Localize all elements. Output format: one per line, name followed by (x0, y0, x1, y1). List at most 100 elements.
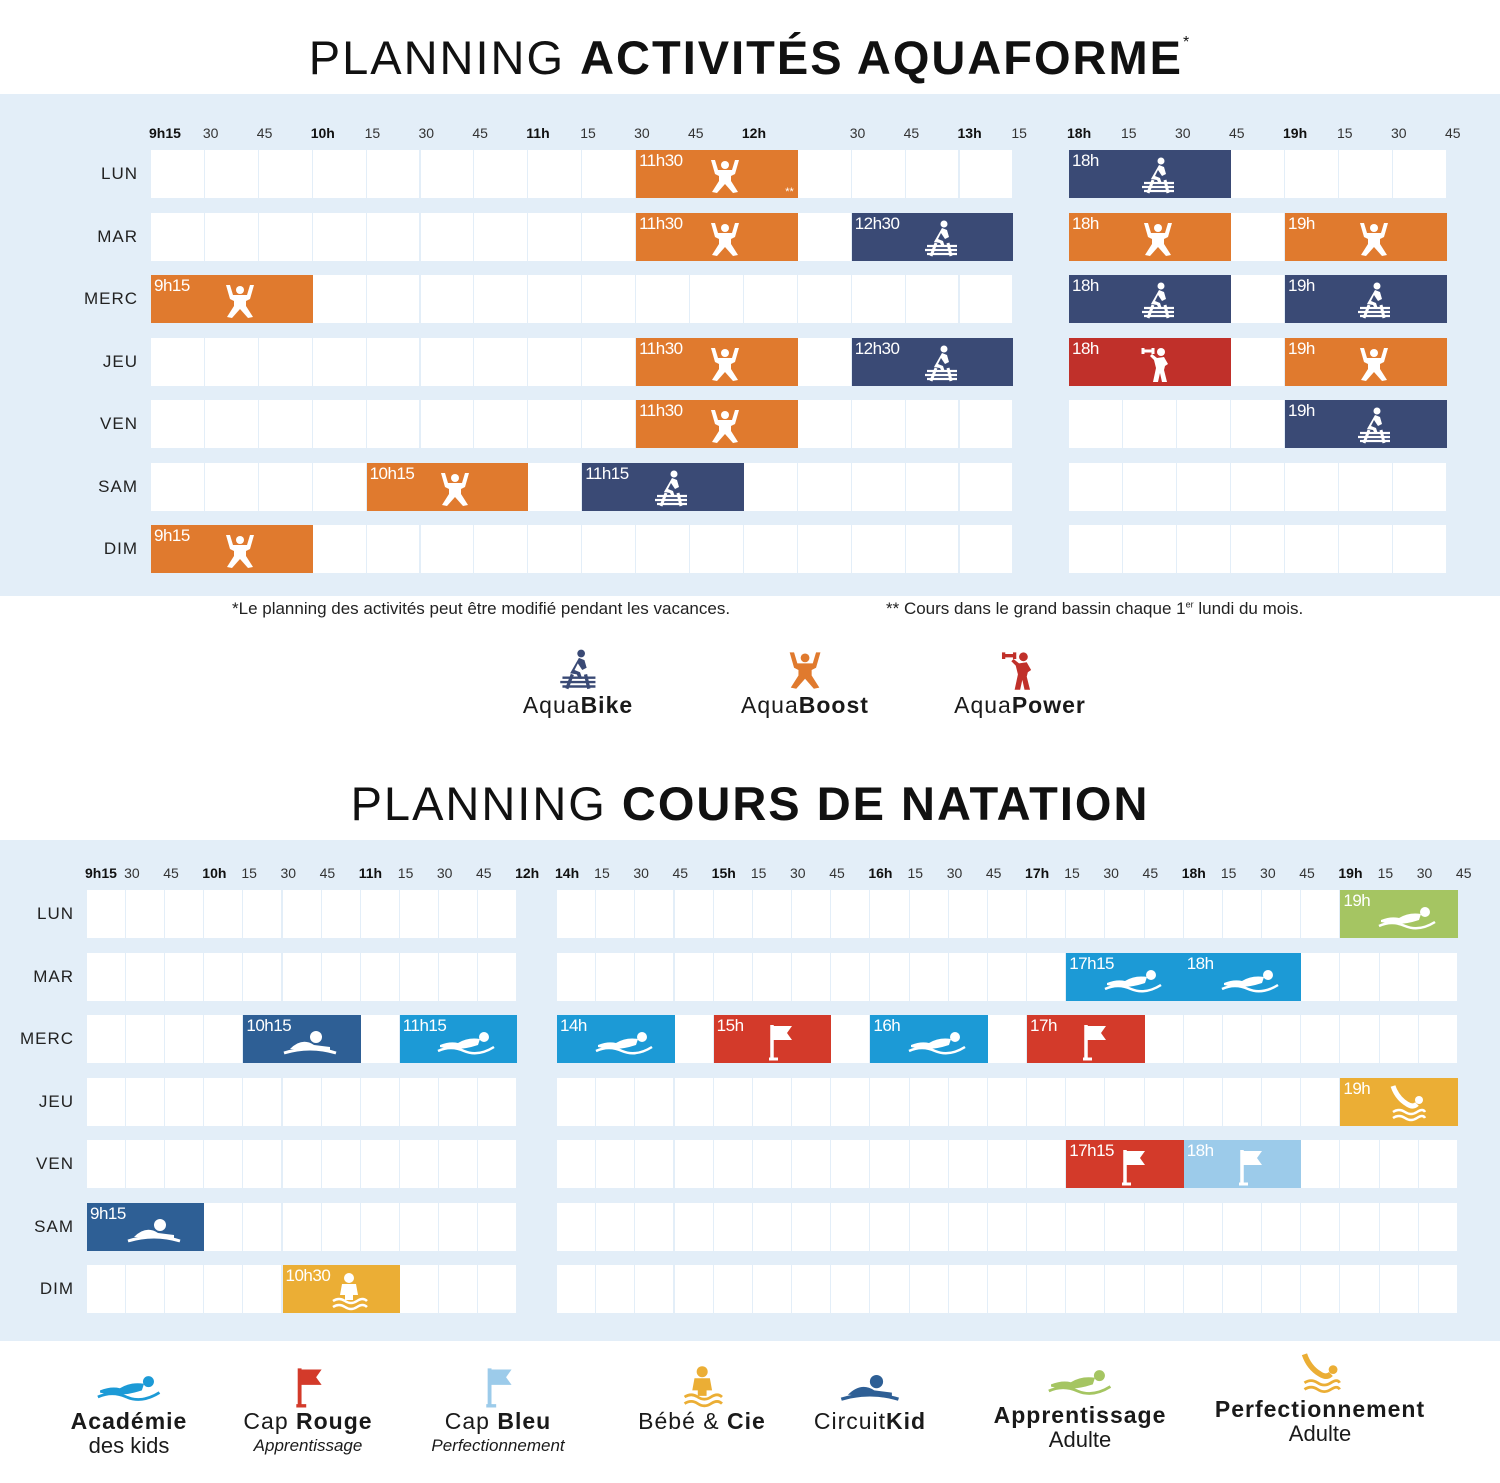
schedule-slot[interactable] (366, 150, 421, 198)
schedule-slot[interactable] (987, 952, 1028, 1001)
schedule-slot[interactable] (528, 275, 583, 323)
schedule-slot[interactable] (126, 890, 166, 938)
schedule-slot[interactable] (674, 1140, 714, 1188)
schedule-slot[interactable] (635, 1265, 675, 1313)
schedule-slot[interactable] (557, 890, 597, 938)
schedule-slot[interactable] (1231, 462, 1285, 511)
schedule-slot[interactable] (596, 890, 636, 938)
schedule-slot[interactable] (851, 275, 906, 323)
schedule-slot[interactable] (321, 1077, 361, 1126)
schedule-slot[interactable] (366, 400, 421, 448)
schedule-slot[interactable] (1301, 1077, 1341, 1126)
schedule-slot[interactable] (1285, 462, 1339, 511)
schedule-slot[interactable] (1027, 1265, 1067, 1313)
schedule-slot[interactable] (635, 952, 675, 1001)
schedule-slot[interactable] (321, 952, 361, 1001)
schedule-slot[interactable] (360, 1140, 400, 1188)
schedule-slot[interactable] (1340, 1202, 1380, 1251)
schedule-slot[interactable] (1105, 1202, 1145, 1251)
schedule-slot[interactable] (797, 400, 852, 448)
schedule-slot[interactable] (321, 1202, 361, 1251)
schedule-slot[interactable] (743, 462, 798, 511)
schedule-slot[interactable] (1105, 1265, 1145, 1313)
schedule-slot[interactable] (596, 952, 636, 1001)
schedule-slot[interactable] (438, 890, 478, 938)
schedule-slot[interactable] (420, 525, 475, 573)
schedule-slot[interactable] (438, 1265, 478, 1313)
schedule-slot[interactable] (1418, 952, 1458, 1001)
schedule-slot[interactable] (312, 275, 367, 323)
schedule-slot[interactable] (165, 1140, 205, 1188)
schedule-slot[interactable] (438, 1140, 478, 1188)
schedule-slot[interactable] (1069, 462, 1123, 511)
schedule-slot[interactable] (312, 525, 367, 573)
schedule-slot[interactable] (1231, 275, 1285, 323)
schedule-slot[interactable] (204, 212, 259, 261)
schedule-slot[interactable] (582, 525, 637, 573)
schedule-slot[interactable] (1418, 1140, 1458, 1188)
schedule-slot[interactable] (321, 890, 361, 938)
schedule-slot[interactable] (1027, 1140, 1067, 1188)
event-aquabike[interactable]: 12h30 (851, 212, 1014, 261)
schedule-slot[interactable] (582, 400, 637, 448)
schedule-slot[interactable] (1123, 400, 1177, 448)
schedule-slot[interactable] (582, 337, 637, 386)
schedule-slot[interactable] (582, 275, 637, 323)
schedule-slot[interactable] (243, 1077, 283, 1126)
schedule-slot[interactable] (636, 525, 690, 573)
schedule-slot[interactable] (831, 890, 871, 938)
schedule-slot[interactable] (1418, 1265, 1458, 1313)
schedule-slot[interactable] (1222, 1077, 1263, 1126)
schedule-slot[interactable] (1285, 525, 1339, 573)
event-aquapower[interactable]: 18h (1069, 337, 1231, 386)
schedule-slot[interactable] (831, 1140, 871, 1188)
event-aquabike[interactable]: 19h (1285, 275, 1447, 323)
schedule-slot[interactable] (909, 952, 949, 1001)
schedule-slot[interactable] (713, 952, 753, 1001)
schedule-slot[interactable] (420, 275, 475, 323)
schedule-slot[interactable] (204, 1202, 244, 1251)
schedule-slot[interactable] (797, 462, 852, 511)
event-circuitkid[interactable]: 10h15 (243, 1015, 361, 1063)
schedule-slot[interactable] (1301, 1140, 1341, 1188)
event-aquaboost[interactable]: 11h30 (636, 400, 798, 448)
schedule-slot[interactable] (1379, 1202, 1419, 1251)
event-academie[interactable]: 11h15 (399, 1015, 518, 1063)
event-aquaboost[interactable]: 9h15 (151, 525, 313, 573)
schedule-slot[interactable] (674, 890, 714, 938)
schedule-slot[interactable] (674, 1015, 714, 1063)
schedule-slot[interactable] (126, 1077, 166, 1126)
schedule-slot[interactable] (478, 1140, 518, 1188)
schedule-slot[interactable] (399, 1140, 439, 1188)
schedule-slot[interactable] (557, 1140, 597, 1188)
schedule-slot[interactable] (1262, 1077, 1302, 1126)
schedule-slot[interactable] (596, 1077, 636, 1126)
schedule-slot[interactable] (1222, 1015, 1263, 1063)
schedule-slot[interactable] (1379, 952, 1419, 1001)
event-aquabike[interactable]: 11h15 (582, 462, 744, 511)
schedule-slot[interactable] (674, 1202, 714, 1251)
schedule-slot[interactable] (1231, 212, 1285, 261)
schedule-slot[interactable] (528, 212, 583, 261)
schedule-slot[interactable] (948, 1140, 988, 1188)
schedule-slot[interactable] (474, 400, 529, 448)
schedule-slot[interactable] (635, 1140, 675, 1188)
schedule-slot[interactable] (360, 1077, 400, 1126)
event-perfectionnement[interactable]: 19h (1340, 1077, 1458, 1126)
schedule-slot[interactable] (312, 337, 367, 386)
schedule-slot[interactable] (792, 890, 832, 938)
schedule-slot[interactable] (797, 337, 852, 386)
schedule-slot[interactable] (204, 1265, 244, 1313)
schedule-slot[interactable] (528, 525, 583, 573)
schedule-slot[interactable] (635, 890, 675, 938)
schedule-slot[interactable] (1027, 890, 1067, 938)
schedule-slot[interactable] (1069, 525, 1123, 573)
schedule-slot[interactable] (752, 890, 792, 938)
schedule-slot[interactable] (399, 1077, 439, 1126)
schedule-slot[interactable] (1301, 1202, 1341, 1251)
schedule-slot[interactable] (713, 890, 753, 938)
schedule-slot[interactable] (420, 150, 475, 198)
schedule-slot[interactable] (752, 1265, 792, 1313)
event-caprouge[interactable]: 17h15 (1066, 1140, 1184, 1188)
schedule-slot[interactable] (870, 890, 910, 938)
